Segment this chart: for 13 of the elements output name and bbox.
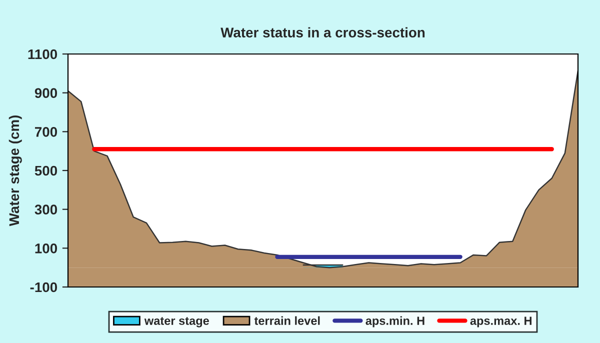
chart-title: Water status in a cross-section: [220, 27, 425, 38]
legend-label: terrain level: [254, 316, 320, 325]
legend-label: aps.max. H: [470, 316, 532, 328]
y-tick-label: 100: [35, 244, 58, 254]
y-tick-label: 1100: [28, 49, 58, 60]
y-axis-title: Water stage (cm): [8, 115, 22, 226]
y-tick-label: 500: [34, 166, 58, 176]
legend-label: aps.min. H: [366, 316, 424, 328]
y-tick-label: 300: [34, 204, 58, 215]
y-tick-label: 900: [34, 88, 58, 98]
y-tick-label: -100: [30, 282, 58, 292]
legend-label: water stage: [144, 317, 209, 328]
y-tick-label: 700: [35, 127, 58, 137]
